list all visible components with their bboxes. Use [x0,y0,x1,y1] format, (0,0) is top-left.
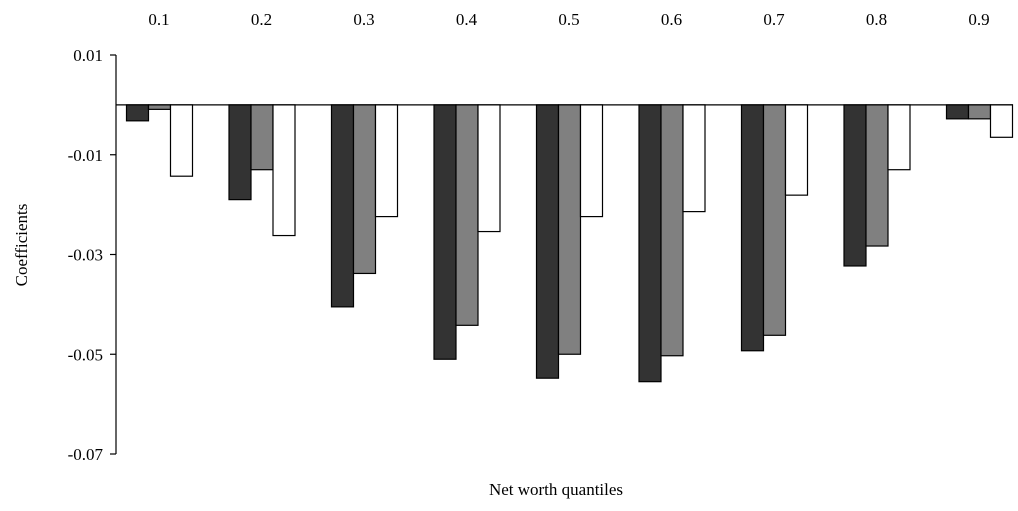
bar [169,104,194,177]
x-category-label: 0.6 [661,10,682,29]
y-tick-label: -0.07 [68,445,104,464]
bar [477,104,501,233]
bar [638,104,662,383]
bar [250,104,274,171]
bar [660,104,684,357]
x-category-label: 0.7 [763,10,785,29]
bar [535,104,560,379]
y-tick-label: -0.01 [68,146,103,165]
x-category-label: 0.9 [968,10,989,29]
bar [272,104,296,237]
y-tick-label: -0.05 [68,345,103,364]
bar [455,104,479,326]
x-category-label: 0.8 [866,10,887,29]
bar [945,104,970,120]
x-category-label: 0.4 [456,10,478,29]
y-axis-title: Coefficients [12,204,31,287]
bar [740,104,765,352]
bar [330,104,355,308]
y-tick-label: 0.01 [73,46,103,65]
x-category-label: 0.3 [353,10,374,29]
bar [865,104,889,247]
bar [557,104,582,355]
x-category-label: 0.5 [558,10,579,29]
bar [762,104,787,336]
x-axis-title: Net worth quantiles [489,480,623,499]
bar [887,104,911,171]
axes-layer [110,54,1013,455]
bars-layer [125,104,1014,383]
x-category-label: 0.1 [148,10,169,29]
bar [989,104,1014,138]
bar [147,104,172,110]
labels-layer: 0.01 -0.01 -0.03 -0.05 -0.07 0.1 0.2 0.3 0.4 0.5 0… [68,10,990,464]
bar [682,104,706,213]
bar [784,104,809,196]
bar [374,104,399,218]
bar [843,104,867,267]
bar [352,104,377,275]
x-category-label: 0.2 [251,10,272,29]
bar [967,104,992,120]
bar [228,104,252,201]
bar [579,104,604,218]
bar [125,104,150,122]
bar [433,104,457,360]
y-tick-label: -0.03 [68,246,103,265]
